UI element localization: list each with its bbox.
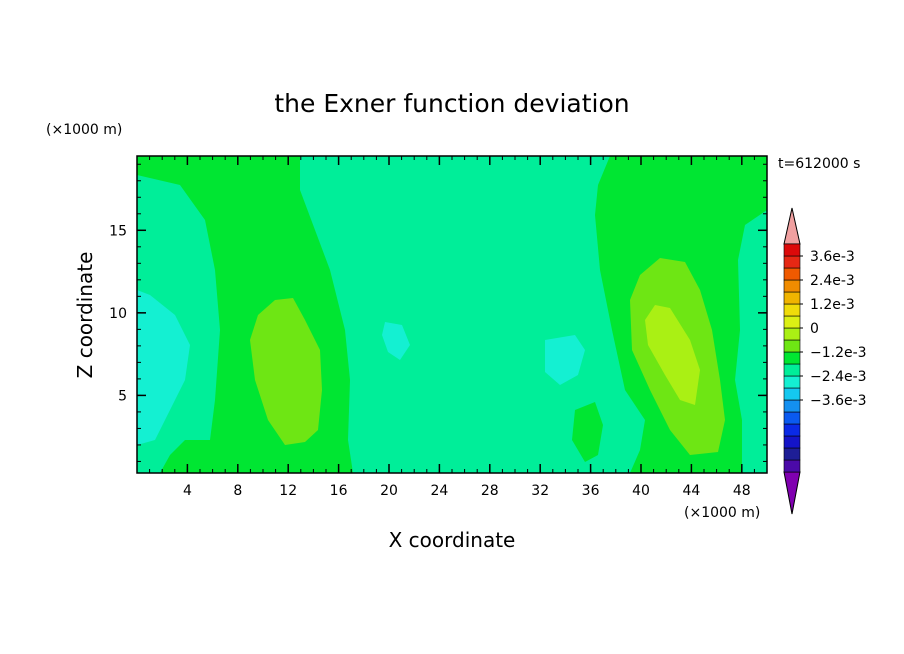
contour-core-left bbox=[250, 298, 322, 445]
x-tick-label: 12 bbox=[279, 483, 297, 499]
x-tick-label: 48 bbox=[733, 483, 751, 499]
colorbar-over-triangle bbox=[783, 207, 801, 245]
contour-patch-x34 bbox=[572, 402, 603, 462]
colorbar-band bbox=[783, 243, 801, 257]
x-tick-label: 20 bbox=[380, 483, 398, 499]
colorbar-label: −1.2e-3 bbox=[810, 345, 867, 361]
contour-low-right-edge bbox=[748, 225, 767, 473]
colorbar-band bbox=[783, 447, 801, 461]
y-axis-label: Z coordinate bbox=[73, 252, 97, 379]
x-tick-label: 4 bbox=[183, 483, 192, 499]
colorbar-band bbox=[783, 279, 801, 293]
y-tick-label: 15 bbox=[109, 223, 127, 239]
colorbar-band bbox=[783, 435, 801, 449]
plot-area bbox=[137, 156, 767, 473]
colorbar-under-triangle bbox=[783, 471, 801, 515]
colorbar-band bbox=[783, 423, 801, 437]
colorbar-band bbox=[783, 315, 801, 329]
colorbar-label: −3.6e-3 bbox=[810, 393, 867, 409]
x-unit-label: (×1000 m) bbox=[684, 505, 760, 521]
y-tick-label: 10 bbox=[109, 306, 127, 322]
colorbar-label: 1.2e-3 bbox=[810, 297, 855, 313]
contour-low-left-edge bbox=[137, 290, 190, 445]
x-axis-label: X coordinate bbox=[389, 528, 516, 552]
colorbar-band bbox=[783, 375, 801, 389]
colorbar-label: 0 bbox=[810, 321, 819, 337]
colorbar-band bbox=[783, 363, 801, 377]
contour-peak-right bbox=[645, 305, 700, 405]
colorbar-band bbox=[783, 291, 801, 305]
x-tick-label: 28 bbox=[481, 483, 499, 499]
time-label: t=612000 s bbox=[778, 156, 860, 172]
colorbar-band bbox=[783, 387, 801, 401]
colorbar-band bbox=[783, 339, 801, 353]
colorbar-label: −2.4e-3 bbox=[810, 369, 867, 385]
colorbar-band bbox=[783, 255, 801, 269]
y-tick-label: 5 bbox=[118, 388, 127, 404]
x-tick-label: 24 bbox=[430, 483, 448, 499]
colorbar: 3.6e-3 2.4e-3 1.2e-3 0 −1.2e-3 −2.4e-3 −3.6e-3 bbox=[783, 207, 867, 515]
colorbar-band bbox=[783, 303, 801, 317]
x-tick-label: 32 bbox=[531, 483, 549, 499]
colorbar-label: 3.6e-3 bbox=[810, 249, 855, 265]
colorbar-label: 2.4e-3 bbox=[810, 273, 855, 289]
colorbar-band bbox=[783, 411, 801, 425]
x-tick-label: 16 bbox=[330, 483, 348, 499]
x-tick-label: 44 bbox=[682, 483, 700, 499]
x-tick-label: 8 bbox=[233, 483, 242, 499]
contour-low-x20 bbox=[382, 322, 410, 360]
x-tick-label: 40 bbox=[632, 483, 650, 499]
z-unit-label: (×1000 m) bbox=[46, 122, 122, 138]
chart-title: the Exner function deviation bbox=[274, 89, 629, 118]
contour-low-x33 bbox=[545, 335, 585, 385]
colorbar-band bbox=[783, 351, 801, 365]
colorbar-band bbox=[783, 267, 801, 281]
x-tick-label: 36 bbox=[582, 483, 600, 499]
colorbar-band bbox=[783, 459, 801, 473]
colorbar-band bbox=[783, 399, 801, 413]
colorbar-band bbox=[783, 327, 801, 341]
